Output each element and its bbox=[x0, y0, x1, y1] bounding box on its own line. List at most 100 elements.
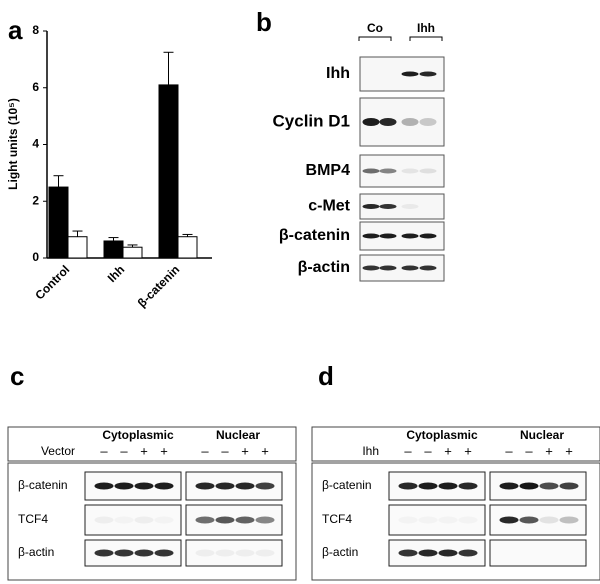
blot-box bbox=[388, 504, 486, 536]
bar bbox=[48, 186, 69, 259]
blot-box bbox=[489, 539, 587, 567]
row-label: β-catenin bbox=[279, 227, 350, 244]
header: Nuclear bbox=[216, 428, 260, 442]
blot-band bbox=[499, 516, 519, 524]
blot-band bbox=[439, 517, 458, 524]
condition-sign: – bbox=[100, 443, 108, 458]
blot-band bbox=[235, 549, 255, 557]
condition-sign: + bbox=[444, 443, 452, 458]
blot-band bbox=[134, 549, 154, 557]
group-bracket bbox=[409, 36, 443, 41]
blot-band bbox=[134, 482, 154, 490]
blot-band bbox=[154, 482, 174, 490]
blot-band bbox=[559, 482, 579, 490]
y-tick-label: 0 bbox=[32, 250, 39, 264]
header: Cytoplasmic bbox=[406, 428, 478, 442]
blot-band bbox=[459, 517, 478, 524]
blot-band bbox=[362, 233, 380, 239]
blot-band bbox=[438, 549, 458, 557]
blot-band bbox=[114, 549, 134, 557]
condition-label: Vector bbox=[41, 444, 75, 458]
row-label: β-actin bbox=[322, 545, 358, 559]
blot-band bbox=[418, 482, 438, 490]
row-label: c-Met bbox=[308, 198, 350, 215]
y-axis-label: Light units (10⁵) bbox=[6, 98, 20, 190]
panel-label: a bbox=[8, 15, 23, 45]
blot-box bbox=[185, 539, 283, 567]
blot-band bbox=[235, 516, 255, 524]
blot-band bbox=[519, 516, 539, 524]
blot-band bbox=[458, 549, 478, 557]
condition-sign: – bbox=[221, 443, 229, 458]
blot-band bbox=[398, 482, 418, 490]
blot-band bbox=[379, 204, 397, 209]
group-bracket bbox=[358, 36, 392, 41]
panel-label: c bbox=[10, 361, 24, 391]
x-tick-label: Ihh bbox=[105, 262, 128, 285]
condition-sign: + bbox=[464, 443, 472, 458]
blot-box bbox=[84, 504, 182, 536]
bar bbox=[122, 246, 143, 259]
blot-band bbox=[134, 516, 154, 524]
bar bbox=[177, 236, 198, 259]
blot-band bbox=[195, 549, 215, 557]
condition-sign: – bbox=[404, 443, 412, 458]
blot-band bbox=[458, 482, 478, 490]
blot-band bbox=[115, 517, 134, 524]
condition-sign: + bbox=[261, 443, 269, 458]
bar bbox=[158, 84, 179, 259]
blot-band bbox=[379, 233, 397, 239]
blot-band bbox=[379, 118, 397, 126]
blot-band bbox=[255, 482, 275, 490]
blot-band bbox=[419, 71, 437, 77]
blot-band bbox=[362, 118, 380, 126]
blot-band bbox=[438, 482, 458, 490]
blot-band bbox=[401, 71, 419, 77]
blot-band bbox=[195, 516, 215, 524]
row-label: TCF4 bbox=[18, 512, 48, 526]
condition-sign: – bbox=[424, 443, 432, 458]
blot-band bbox=[255, 516, 275, 524]
blot-band bbox=[195, 482, 215, 490]
row-label: Cyclin D1 bbox=[273, 111, 350, 130]
blot-band bbox=[519, 482, 539, 490]
blot-band bbox=[499, 482, 519, 490]
bar bbox=[67, 236, 88, 259]
row-label: BMP4 bbox=[306, 162, 351, 179]
blot-band bbox=[398, 549, 418, 557]
row-label: TCF4 bbox=[322, 512, 352, 526]
header: Nuclear bbox=[520, 428, 564, 442]
blot-band bbox=[559, 516, 579, 524]
condition-sign: + bbox=[160, 443, 168, 458]
blot-band bbox=[539, 482, 559, 490]
row-label: β-catenin bbox=[322, 478, 372, 492]
blot-band bbox=[94, 516, 114, 524]
blot-band bbox=[401, 168, 419, 174]
blot-band bbox=[154, 549, 174, 557]
blot-band bbox=[401, 265, 419, 271]
panel-label: b bbox=[256, 7, 272, 37]
row-label: β-actin bbox=[18, 545, 54, 559]
blot-band bbox=[401, 204, 419, 209]
blot-band bbox=[235, 482, 255, 490]
condition-sign: – bbox=[120, 443, 128, 458]
blot-band bbox=[362, 204, 380, 209]
row-label: β-actin bbox=[298, 259, 350, 276]
blot-band bbox=[419, 517, 438, 524]
y-tick-label: 6 bbox=[32, 80, 39, 94]
blot-band bbox=[401, 233, 419, 239]
bar bbox=[103, 240, 124, 259]
blot-band bbox=[215, 482, 235, 490]
x-tick-label: Control bbox=[32, 262, 72, 302]
x-tick-label: β-catenin bbox=[135, 262, 183, 310]
y-tick-label: 8 bbox=[32, 23, 39, 37]
row-label: β-catenin bbox=[18, 478, 68, 492]
condition-sign: – bbox=[525, 443, 533, 458]
group-label: Ihh bbox=[417, 21, 435, 35]
blot-band bbox=[399, 517, 418, 524]
blot-band bbox=[255, 549, 275, 557]
blot-band bbox=[419, 233, 437, 239]
blot-band bbox=[94, 549, 114, 557]
condition-sign: + bbox=[545, 443, 553, 458]
